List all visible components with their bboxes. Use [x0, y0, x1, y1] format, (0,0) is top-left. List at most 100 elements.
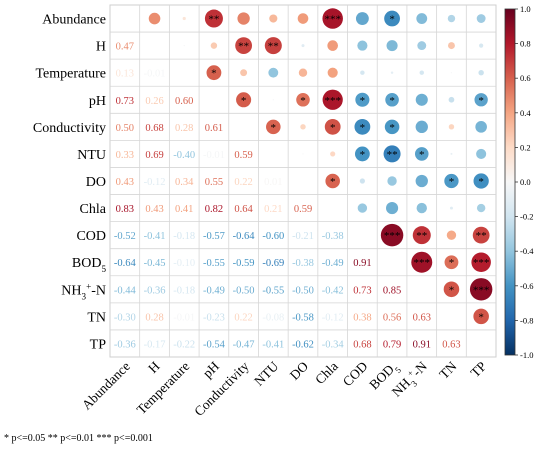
correlation-value: -0.18: [173, 285, 195, 296]
correlation-value: 0.41: [175, 204, 193, 215]
correlation-circle: [235, 37, 253, 55]
significance-mark: ***: [324, 14, 341, 26]
correlation-value: 0.63: [413, 312, 431, 323]
row-label: Chla: [80, 202, 107, 217]
correlation-circle: [384, 10, 400, 27]
correlation-circle: [301, 44, 305, 48]
colorbar-tick-label: 1.0: [520, 4, 531, 14]
colorbar-tick-label: 0.6: [520, 73, 531, 83]
significance-mark: **: [416, 230, 427, 242]
significance-mark: ***: [324, 95, 341, 107]
correlation-value: -0.54: [203, 339, 226, 350]
colorbar-tick-label: -0.2: [520, 212, 533, 222]
colorbar-tick-label: 0.8: [520, 39, 531, 49]
significance-mark: ***: [414, 257, 431, 269]
correlation-circle: [444, 173, 459, 189]
significance-mark: ***: [384, 230, 401, 242]
correlation-circle: [478, 69, 484, 76]
correlation-value: 0.59: [234, 150, 252, 161]
correlation-value: -0.47: [233, 339, 255, 350]
correlation-circle: [298, 68, 308, 77]
correlation-circle: [240, 69, 248, 77]
correlation-circle: [444, 255, 459, 270]
colorbar-tick-label: -0.6: [520, 281, 533, 291]
correlation-circle: [237, 12, 250, 25]
correlation-value: -0.41: [262, 339, 284, 350]
significance-mark: **: [387, 149, 398, 161]
correlation-circle: [419, 70, 424, 75]
correlation-circle: [182, 16, 186, 21]
correlation-circle: [327, 67, 338, 78]
correlation-value: 0.85: [383, 285, 401, 296]
row-label: BOD5: [72, 256, 107, 274]
correlation-circle: [479, 43, 484, 48]
correlation-value: -0.36: [114, 339, 136, 350]
correlation-circle: [473, 173, 489, 189]
correlation-value: -0.01: [203, 150, 225, 161]
correlation-value: -0.18: [173, 231, 195, 242]
correlation-circle: [210, 42, 218, 49]
significance-mark: *: [389, 95, 395, 107]
correlation-value: -0.30: [114, 312, 136, 323]
significance-mark: *: [449, 284, 455, 296]
correlation-circle: [383, 145, 401, 163]
significance-mark: *: [211, 68, 217, 80]
correlation-value: 0.69: [145, 150, 163, 161]
correlation-value: -0.41: [144, 231, 166, 242]
correlation-circle: [266, 119, 281, 135]
correlation-value: -0.55: [203, 258, 225, 269]
correlation-circle: [449, 206, 453, 210]
correlation-value: 0.91: [353, 258, 371, 269]
correlation-value: 0.59: [294, 204, 312, 215]
correlation-value: -0.69: [262, 258, 284, 269]
row-label: Abundance: [42, 13, 106, 28]
significance-mark: *: [241, 95, 247, 107]
correlation-value: 0.22: [234, 177, 252, 188]
significance-mark: *: [360, 149, 366, 161]
column-label: Conductivity: [191, 358, 252, 419]
correlation-value: 0.73: [353, 285, 371, 296]
correlation-circle: [448, 42, 455, 50]
correlation-value: -0.44: [114, 285, 137, 296]
correlation-circle: [327, 40, 338, 51]
colorbar-tick-label: -0.8: [520, 315, 533, 325]
correlation-circle: [416, 13, 428, 24]
column-label: H: [145, 358, 163, 376]
colorbar-tick-label: -0.4: [520, 246, 534, 256]
colorbar-tick-label: 0.4: [520, 108, 531, 118]
correlation-value: -0.38: [322, 231, 344, 242]
correlation-circle: [387, 176, 397, 186]
correlation-value: 0.22: [234, 312, 252, 323]
correlation-value: -0.45: [144, 258, 166, 269]
row-label: pH: [89, 94, 106, 109]
correlation-value: 0.33: [116, 150, 134, 161]
correlation-value: 0.13: [116, 69, 134, 80]
correlation-value: -0.21: [292, 231, 314, 242]
significance-mark: *: [300, 95, 306, 107]
significance-mark: *: [478, 311, 484, 323]
correlation-circle: [385, 92, 399, 107]
row-label: Temperature: [35, 67, 106, 82]
correlation-circle: [472, 226, 490, 244]
correlation-circle: [357, 203, 368, 213]
correlation-value: -0.55: [262, 285, 284, 296]
correlation-value: 0.50: [116, 123, 134, 134]
significance-mark: *: [360, 95, 366, 107]
correlation-circle: [264, 37, 282, 55]
correlation-value: -0.50: [292, 285, 314, 296]
correlation-circle: [359, 178, 365, 184]
correlation-circle: [415, 93, 428, 106]
correlation-circle: [297, 13, 309, 24]
correlation-circle: [450, 152, 453, 155]
row-label: TN: [87, 310, 106, 325]
row-label: NH3+-N: [61, 281, 106, 301]
correlation-value: -0.62: [292, 339, 314, 350]
correlation-circle: [390, 71, 394, 74]
correlation-circle: [386, 202, 399, 215]
correlation-circle: [148, 12, 161, 25]
column-label: pH: [200, 358, 222, 380]
correlation-circle: [236, 92, 252, 108]
correlation-value: 0.56: [383, 312, 401, 323]
correlation-circle: [272, 99, 274, 101]
